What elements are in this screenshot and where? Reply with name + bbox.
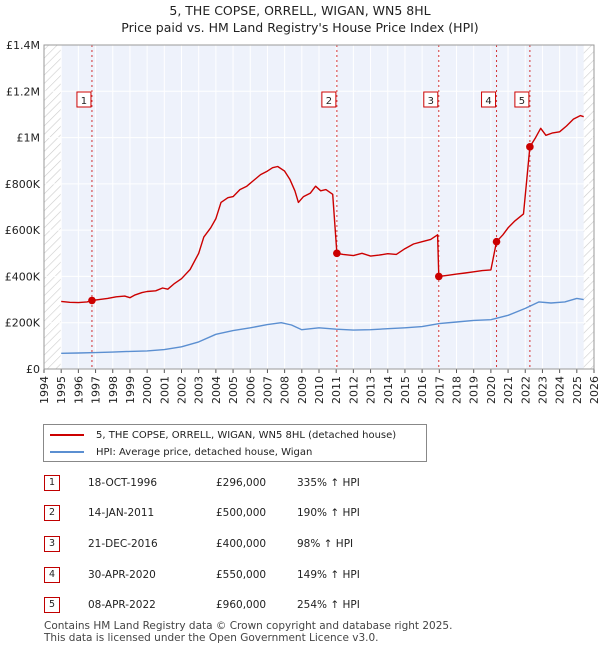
x-tick-label: 1998 xyxy=(107,376,120,404)
x-tick-label: 2018 xyxy=(451,376,464,404)
legend-item-hpi: HPI: Average price, detached house, Wiga… xyxy=(50,444,312,460)
table-row: 1 18-OCT-1996 £296,000 335% ↑ HPI xyxy=(0,475,600,493)
sale-marker-box xyxy=(423,91,439,108)
transaction-hpi: 254% ↑ HPI xyxy=(297,599,360,611)
transaction-price: £400,000 xyxy=(216,538,267,550)
y-tick-label: £1M xyxy=(17,132,41,145)
legend-swatch-hpi xyxy=(50,451,84,453)
x-tick-label: 2023 xyxy=(536,376,549,404)
sale-point xyxy=(434,272,443,281)
footer-copyright: Contains HM Land Registry data © Crown c… xyxy=(44,620,453,632)
transaction-price: £296,000 xyxy=(216,477,267,489)
y-tick-label: £800K xyxy=(5,178,41,191)
x-tick-label: 1997 xyxy=(90,376,103,404)
transaction-number: 3 xyxy=(44,536,60,552)
x-tick-label: 2006 xyxy=(244,376,257,404)
transaction-hpi: 335% ↑ HPI xyxy=(297,477,360,489)
x-tick-label: 1996 xyxy=(72,376,85,404)
sale-marker-label: 3 xyxy=(428,96,434,107)
x-tick-label: 2008 xyxy=(279,376,292,404)
y-tick-label: £400K xyxy=(5,270,41,283)
sale-marker-box xyxy=(76,91,92,108)
x-tick-label: 2009 xyxy=(296,376,309,404)
footer-licence: This data is licensed under the Open Gov… xyxy=(44,632,379,644)
x-tick-label: 2005 xyxy=(227,376,240,404)
sale-marker-label: 5 xyxy=(519,96,525,107)
y-tick-label: £0 xyxy=(26,363,40,376)
x-tick-label: 2016 xyxy=(416,376,429,404)
series-line xyxy=(61,297,584,354)
transaction-date: 21-DEC-2016 xyxy=(88,538,158,550)
x-tick-label: 2010 xyxy=(313,376,326,404)
sale-point xyxy=(526,143,534,151)
x-tick-label: 2022 xyxy=(519,376,532,404)
x-tick-label: 2002 xyxy=(176,376,189,404)
x-tick-label: 2001 xyxy=(158,376,171,404)
x-tick-label: 2012 xyxy=(347,376,360,404)
transaction-price: £550,000 xyxy=(216,569,267,581)
hatched-region xyxy=(44,45,62,369)
x-tick-label: 2014 xyxy=(382,376,395,404)
transaction-hpi: 190% ↑ HPI xyxy=(297,507,360,519)
table-row: 5 08-APR-2022 £960,000 254% ↑ HPI xyxy=(0,597,600,615)
transaction-number: 4 xyxy=(44,567,60,583)
x-tick-label: 2021 xyxy=(502,376,515,404)
transaction-hpi: 98% ↑ HPI xyxy=(297,538,354,550)
sale-marker-label: 4 xyxy=(485,96,491,107)
x-tick-label: 2000 xyxy=(141,376,154,404)
table-row: 2 14-JAN-2011 £500,000 190% ↑ HPI xyxy=(0,505,600,523)
y-tick-label: £1.4M xyxy=(6,39,40,52)
x-tick-label: 2025 xyxy=(571,376,584,404)
transaction-number: 1 xyxy=(44,475,60,491)
legend: 5, THE COPSE, ORRELL, WIGAN, WN5 8HL (de… xyxy=(43,424,427,462)
x-tick-label: 1999 xyxy=(124,376,137,404)
sale-point xyxy=(88,296,96,305)
transaction-price: £500,000 xyxy=(216,507,267,519)
legend-label-hpi: HPI: Average price, detached house, Wiga… xyxy=(96,446,313,458)
x-tick-label: 2017 xyxy=(433,376,446,404)
sale-marker-box xyxy=(514,91,530,108)
x-tick-label: 2013 xyxy=(365,376,378,404)
transaction-date: 18-OCT-1996 xyxy=(88,477,157,489)
x-tick-label: 2015 xyxy=(399,376,412,404)
y-tick-label: £600K xyxy=(5,224,41,237)
plot-border xyxy=(43,44,595,370)
chart-subtitle: Price paid vs. HM Land Registry's House … xyxy=(121,20,479,35)
transaction-price: £960,000 xyxy=(216,599,267,611)
table-row: 4 30-APR-2020 £550,000 149% ↑ HPI xyxy=(0,567,600,585)
price-chart: 1 2 3 4 5 £0 £200K £400K £600K £800K £1M £1.2M £1.4… xyxy=(5,39,600,404)
sale-point xyxy=(492,237,501,246)
legend-item-property: 5, THE COPSE, ORRELL, WIGAN, WN5 8HL (de… xyxy=(50,427,396,443)
x-tick-label: 2024 xyxy=(554,376,567,404)
x-tick-label: 2004 xyxy=(210,376,223,404)
y-tick-label: £1.2M xyxy=(6,85,40,98)
chart-title: 5, THE COPSE, ORRELL, WIGAN, WN5 8HL xyxy=(169,3,431,18)
sale-point xyxy=(333,249,341,258)
transaction-number: 5 xyxy=(44,597,60,613)
hatched-region xyxy=(583,45,594,369)
y-tick-label: £200K xyxy=(5,317,41,330)
sale-marker-box xyxy=(321,91,337,108)
x-tick-label: 2007 xyxy=(261,376,274,404)
transaction-date: 30-APR-2020 xyxy=(88,569,156,581)
transaction-date: 08-APR-2022 xyxy=(88,599,156,611)
x-tick-label: 2020 xyxy=(485,376,498,404)
sale-marker-label: 2 xyxy=(326,96,332,107)
sale-marker-box xyxy=(481,91,497,108)
series-line xyxy=(61,114,584,304)
x-tick-label: 2011 xyxy=(330,376,343,404)
x-tick-label: 2026 xyxy=(588,376,600,404)
x-tick-label: 1995 xyxy=(55,376,68,404)
x-tick-label: 2003 xyxy=(193,376,206,404)
transaction-number: 2 xyxy=(44,505,60,521)
legend-swatch-property xyxy=(50,434,84,436)
transaction-hpi: 149% ↑ HPI xyxy=(297,569,360,581)
sale-marker-label: 1 xyxy=(81,96,87,107)
x-tick-label: 1994 xyxy=(38,376,51,404)
table-row: 3 21-DEC-2016 £400,000 98% ↑ HPI xyxy=(0,536,600,554)
transaction-date: 14-JAN-2011 xyxy=(88,507,155,519)
x-tick-label: 2019 xyxy=(468,376,481,404)
legend-label-property: 5, THE COPSE, ORRELL, WIGAN, WN5 8HL (de… xyxy=(96,429,397,441)
